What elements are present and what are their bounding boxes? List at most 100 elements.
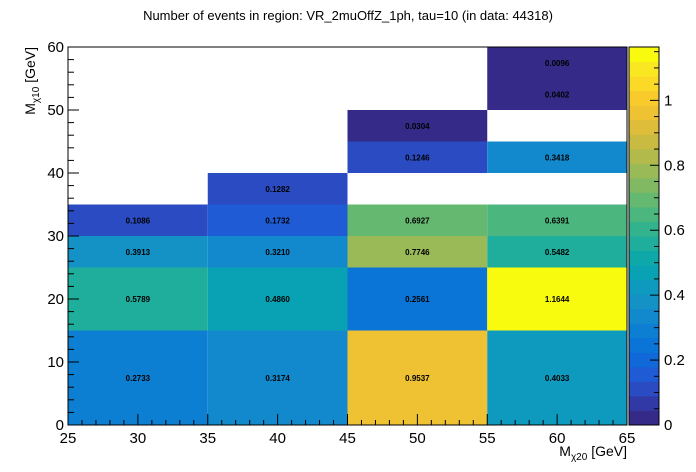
heatmap-cell (68, 204, 208, 236)
y-axis-label: Mχ10 [GeV] (22, 47, 42, 115)
x-axis: 25 30 35 40 45 50 55 60 65 (60, 414, 636, 447)
cell-value-label: 0.5482 (545, 248, 570, 257)
color-scale-tick-label: 0.2 (664, 352, 685, 369)
y-tick-label: 40 (47, 165, 64, 182)
cell-value-label: 0.2733 (126, 374, 151, 383)
heatmap-cell (487, 330, 627, 425)
color-scale-band (629, 163, 659, 179)
heatmap-cell (347, 330, 488, 425)
color-scale-band (629, 410, 659, 426)
color-scale-band (629, 366, 659, 382)
cell-value-label: 0.6927 (405, 216, 430, 225)
cell-value-label: 0.3913 (126, 248, 151, 257)
heatmap-cell (487, 78, 627, 110)
color-scale-band (629, 381, 659, 397)
cell-value-labels: 0.2733 0.3174 0.9537 0.4033 0.5789 0.4860 0.25… (126, 59, 570, 383)
y-tick-label: 20 (47, 291, 64, 308)
color-scale-band (629, 90, 659, 106)
color-scale-band (629, 119, 659, 135)
color-scale-band (629, 337, 659, 353)
y-axis: 0 10 20 30 40 50 60 (47, 39, 79, 434)
cell-value-label: 0.9537 (405, 374, 430, 383)
heatmap-cell (68, 236, 208, 268)
heatmap-cell (68, 330, 208, 425)
color-scale-tick-label: 0.8 (664, 157, 685, 174)
heatmap-cell (207, 173, 348, 205)
x-tick-label: 50 (409, 430, 426, 447)
cell-value-label: 0.1246 (405, 153, 430, 162)
cell-value-label: 0.3174 (265, 374, 290, 383)
heatmap-cell (347, 267, 488, 331)
heatmap-cell (487, 236, 627, 268)
heatmap-cell (207, 204, 348, 236)
color-scale-band (629, 294, 659, 310)
color-scale-band (629, 105, 659, 121)
heatmap-cell (487, 267, 627, 331)
cell-value-label: 0.0304 (405, 122, 430, 131)
x-tick-label: 30 (130, 430, 147, 447)
x-axis-label-unit: [GeV] (587, 443, 627, 459)
x-axis-label-main: M (559, 443, 571, 459)
color-scale-band (629, 308, 659, 324)
y-tick-label: 30 (47, 228, 64, 245)
cell-value-label: 0.4860 (265, 295, 290, 304)
color-scale-tick-label: 0.4 (664, 287, 685, 304)
color-scale-band (629, 236, 659, 252)
color-scale-band (629, 221, 659, 237)
color-scale-frame (628, 46, 660, 426)
color-scale: 0 0.2 0.4 0.6 0.8 1 (628, 46, 685, 434)
x-tick-label: 65 (619, 430, 636, 447)
color-scale-band (629, 352, 659, 368)
cell-value-label: 0.7746 (405, 248, 430, 257)
heatmap-cell (207, 236, 348, 268)
y-tick-label: 0 (56, 417, 64, 434)
color-scale-band (629, 47, 659, 63)
x-tick-label: 25 (60, 430, 77, 447)
x-axis-label-sub: χ20 (571, 452, 588, 463)
heatmap-cell (347, 110, 488, 142)
heatmap-cell (207, 330, 348, 425)
heatmap-cell (487, 47, 627, 79)
color-scale-band (629, 323, 659, 339)
cell-value-label: 0.1732 (265, 216, 290, 225)
cell-value-label: 0.2561 (405, 295, 430, 304)
y-axis-label-unit: [GeV] (22, 47, 38, 87)
x-tick-label: 35 (199, 430, 216, 447)
cell-value-label: 0.5789 (126, 295, 151, 304)
color-scale-band (629, 76, 659, 92)
y-tick-label: 60 (47, 39, 64, 56)
cell-value-label: 0.3210 (265, 248, 290, 257)
cell-value-label: 0.1086 (126, 216, 151, 225)
cell-value-label: 0.0096 (545, 59, 570, 68)
heatmap-cell (347, 141, 488, 173)
heatmap-cell (347, 236, 488, 268)
x-tick-label: 60 (549, 430, 566, 447)
cell-value-label: 1.1644 (545, 295, 570, 304)
cell-value-label: 0.3418 (545, 153, 570, 162)
color-scale-band (629, 395, 659, 411)
color-scale-tick-label: 0.6 (664, 222, 685, 239)
heatmap-cell (347, 204, 488, 236)
color-scale-band (629, 134, 659, 150)
color-scale-band (629, 192, 659, 208)
color-scale-band (629, 279, 659, 295)
color-scale-band (629, 206, 659, 222)
heatmap-cell (207, 267, 348, 331)
cell-value-label: 0.6391 (545, 216, 570, 225)
chart-title: Number of events in region: VR_2muOffZ_1… (143, 8, 553, 23)
color-scale-band (629, 250, 659, 266)
y-axis-label-main: M (22, 103, 38, 115)
cell-value-label: 0.4033 (545, 374, 570, 383)
heatmap-cells (68, 47, 627, 425)
heatmap-cell (68, 267, 208, 331)
color-scale-band (629, 148, 659, 164)
color-scale-band (629, 177, 659, 193)
color-scale-band (629, 61, 659, 77)
y-tick-label: 50 (47, 102, 64, 119)
color-scale-tick-label: 0 (664, 417, 672, 434)
heatmap-cell (487, 204, 627, 236)
color-scale-tick-label: 1 (664, 92, 672, 109)
y-axis-label-sub: χ10 (31, 86, 42, 103)
x-tick-label: 40 (269, 430, 286, 447)
